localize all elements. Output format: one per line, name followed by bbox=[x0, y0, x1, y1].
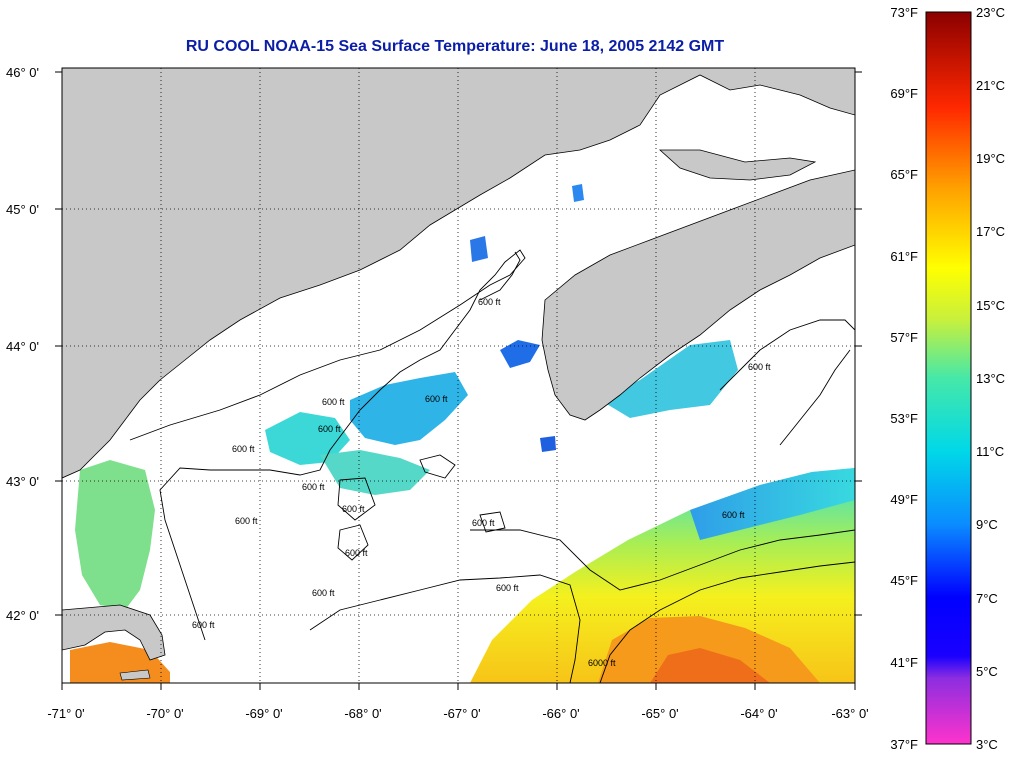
sst-coastal-cape-cod bbox=[75, 460, 155, 610]
sst-gulf-stream-core bbox=[650, 648, 770, 683]
graticule bbox=[62, 68, 855, 683]
lon-tick-label: -65° 0' bbox=[641, 706, 678, 721]
colorbar: 73°F 69°F 65°F 61°F 57°F 53°F 49°F 45°F … bbox=[890, 5, 1005, 752]
celsius-label: 21°C bbox=[976, 78, 1005, 93]
celsius-label: 13°C bbox=[976, 371, 1005, 386]
contour-label: 600 ft bbox=[235, 516, 258, 526]
land-prince-edward-island bbox=[658, 149, 817, 181]
contour-label: 600 ft bbox=[748, 362, 771, 372]
sst-patch-small-2 bbox=[470, 236, 488, 262]
lon-tick-label: -70° 0' bbox=[146, 706, 183, 721]
map-area: 600 ft 600 ft 600 ft 600 ft 600 ft 600 f… bbox=[6, 65, 869, 721]
lat-tick-label: 43° 0' bbox=[6, 474, 39, 489]
fahrenheit-label: 45°F bbox=[890, 573, 918, 588]
contour-basin-2 bbox=[337, 524, 369, 561]
land-nova-scotia bbox=[541, 169, 855, 421]
fahrenheit-label: 37°F bbox=[890, 737, 918, 752]
colorbar-gradient bbox=[925, 11, 972, 745]
celsius-label: 17°C bbox=[976, 224, 1005, 239]
land-mainland bbox=[62, 68, 855, 479]
colorbar-fahrenheit-labels: 73°F 69°F 65°F 61°F 57°F 53°F 49°F 45°F … bbox=[890, 5, 918, 752]
lon-tick-label: -68° 0' bbox=[344, 706, 381, 721]
longitude-labels: -71° 0' -70° 0' -69° 0' -68° 0' -67° 0' … bbox=[47, 706, 868, 721]
bathymetry-contours bbox=[129, 249, 855, 683]
contour-fundy bbox=[479, 251, 521, 301]
contour-label: 600 ft bbox=[722, 510, 745, 520]
fahrenheit-label: 73°F bbox=[890, 5, 918, 20]
celsius-label: 19°C bbox=[976, 151, 1005, 166]
contour-label: 600 ft bbox=[478, 297, 501, 307]
contour-600ft-ns-outer bbox=[779, 349, 851, 446]
fahrenheit-label: 53°F bbox=[890, 411, 918, 426]
sst-patch-south bbox=[320, 450, 430, 495]
contour-label: 600 ft bbox=[345, 548, 368, 558]
colorbar-celsius-labels: 23°C 21°C 19°C 17°C 15°C 13°C 11°C 9°C 7… bbox=[976, 5, 1005, 752]
lon-tick-label: -63° 0' bbox=[831, 706, 868, 721]
contour-600ft-georges bbox=[309, 574, 581, 683]
celsius-label: 3°C bbox=[976, 737, 998, 752]
lon-tick-label: -69° 0' bbox=[245, 706, 282, 721]
fahrenheit-label: 49°F bbox=[890, 492, 918, 507]
celsius-label: 9°C bbox=[976, 517, 998, 532]
celsius-label: 23°C bbox=[976, 5, 1005, 20]
contour-label: 600 ft bbox=[496, 583, 519, 593]
fahrenheit-label: 57°F bbox=[890, 330, 918, 345]
sst-patch-fundy bbox=[500, 340, 540, 368]
lon-tick-label: -64° 0' bbox=[740, 706, 777, 721]
sst-cool-band bbox=[690, 468, 855, 540]
sst-gulf-stream-warm bbox=[598, 616, 820, 683]
contour-600ft-gulf bbox=[129, 249, 526, 641]
tick-marks bbox=[55, 71, 862, 690]
sst-patch-small-1 bbox=[540, 436, 556, 452]
contour-basin-4 bbox=[479, 511, 506, 533]
contour-600ft-ns-shelf bbox=[719, 319, 855, 391]
lat-tick-label: 46° 0' bbox=[6, 65, 39, 80]
contour-labels: 600 ft 600 ft 600 ft 600 ft 600 ft 600 f… bbox=[192, 297, 771, 668]
lat-tick-label: 42° 0' bbox=[6, 608, 39, 623]
fahrenheit-label: 61°F bbox=[890, 249, 918, 264]
sst-patch-small-3 bbox=[572, 184, 584, 202]
latitude-labels: 46° 0' 45° 0' 44° 0' 43° 0' 42° 0' bbox=[6, 65, 39, 623]
contour-600ft-shelf-edge bbox=[470, 529, 855, 591]
contour-label: 600 ft bbox=[302, 482, 325, 492]
contour-label: 600 ft bbox=[312, 588, 335, 598]
lon-tick-label: -66° 0' bbox=[542, 706, 579, 721]
contour-label: 600 ft bbox=[322, 397, 345, 407]
land-nantucket bbox=[119, 669, 151, 681]
lon-tick-label: -71° 0' bbox=[47, 706, 84, 721]
fahrenheit-label: 41°F bbox=[890, 655, 918, 670]
land-cape-cod bbox=[62, 604, 166, 661]
lat-tick-label: 44° 0' bbox=[6, 339, 39, 354]
lat-tick-label: 45° 0' bbox=[6, 202, 39, 217]
celsius-label: 7°C bbox=[976, 591, 998, 606]
sst-patch-ns-coast bbox=[600, 340, 738, 418]
contour-label: 600 ft bbox=[342, 504, 365, 514]
contour-label: 6000 ft bbox=[588, 658, 616, 668]
fahrenheit-label: 69°F bbox=[890, 86, 918, 101]
fahrenheit-label: 65°F bbox=[890, 167, 918, 182]
lon-tick-label: -67° 0' bbox=[443, 706, 480, 721]
celsius-label: 15°C bbox=[976, 298, 1005, 313]
contour-basin-1 bbox=[419, 454, 456, 479]
contour-label: 600 ft bbox=[425, 394, 448, 404]
contour-label: 600 ft bbox=[318, 424, 341, 434]
celsius-label: 11°C bbox=[976, 444, 1004, 459]
contour-basin-3 bbox=[337, 477, 376, 521]
map-title: RU COOL NOAA-15 Sea Surface Temperature:… bbox=[186, 38, 725, 55]
contour-label: 600 ft bbox=[232, 444, 255, 454]
celsius-label: 5°C bbox=[976, 664, 998, 679]
contour-6000ft bbox=[599, 561, 855, 683]
contour-label: 600 ft bbox=[192, 620, 215, 630]
contour-label: 600 ft bbox=[472, 518, 495, 528]
